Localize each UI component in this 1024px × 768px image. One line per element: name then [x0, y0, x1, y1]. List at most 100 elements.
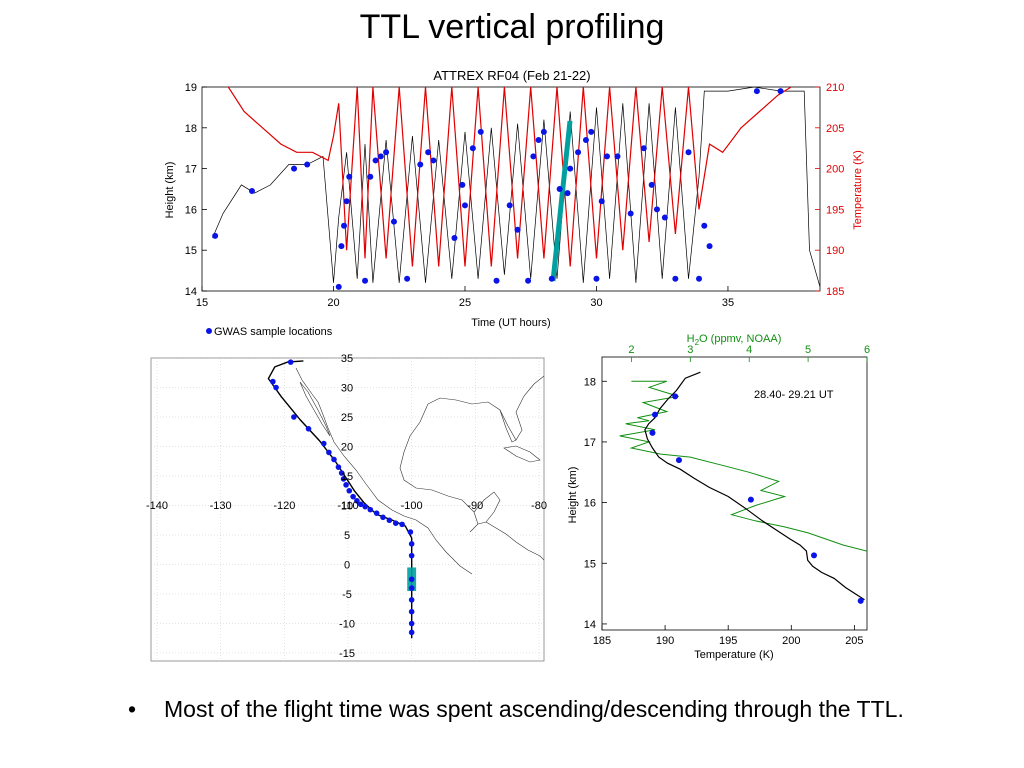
y2-tick-label: 195 [826, 204, 844, 216]
profile-plot-frame [601, 356, 868, 631]
sample-point [575, 149, 582, 156]
sample-point [661, 214, 668, 221]
sample-point [653, 206, 660, 213]
bullet-text: Most of the flight time was spent ascend… [164, 696, 904, 722]
longitude-label: -120 [273, 500, 295, 512]
sample-point [593, 275, 600, 282]
sample-point [548, 275, 555, 282]
sample-point [672, 275, 679, 282]
top-y-ticks: 14 15 16 17 18 19 [185, 82, 207, 298]
map-sample-point [346, 487, 353, 494]
profile-x2-tick-label: 4 [746, 344, 752, 356]
sample-point [603, 153, 610, 160]
profile-x-tick-label: 195 [719, 635, 737, 647]
map-sample-point [392, 520, 399, 526]
sample-point [506, 202, 513, 209]
profile-x2-tick-label: 3 [687, 344, 693, 356]
profile-sample-point [649, 429, 656, 436]
time-series-chart: ATTREX RF04 (Feb 21-22) 15 20 25 30 35 14151… [164, 68, 864, 338]
map-sample-point [338, 470, 345, 476]
profile-x2-tick-label: 6 [864, 344, 870, 356]
sample-point [648, 181, 655, 188]
latitude-label: 5 [344, 530, 350, 542]
map-sample-point [399, 521, 405, 528]
top-sample-points [212, 88, 784, 290]
y-tick-label: 16 [185, 204, 197, 216]
map-sample-point [350, 493, 356, 500]
legend-marker [206, 328, 212, 334]
sample-point [404, 275, 411, 282]
bullet-marker: • [128, 696, 137, 722]
sample-point [567, 165, 574, 172]
x2-label-part-b: O (ppmv, NOAA) [699, 333, 781, 345]
map-sample-point [357, 501, 364, 508]
profile-highlight-segment [550, 120, 573, 282]
sample-point [614, 153, 621, 160]
map-sample-point [367, 506, 374, 513]
top-y-axis-label: Height (km) [164, 162, 176, 219]
map-sample-point [354, 497, 360, 504]
sample-point [696, 275, 703, 282]
sample-point [304, 161, 311, 168]
x-tick-label: 25 [459, 297, 471, 309]
y2-tick-label: 185 [826, 286, 844, 298]
flight-track-map: -140 -130 -120 -110 -100 -90 -80 3530252015105… [146, 353, 547, 662]
latitude-label: 30 [341, 383, 353, 395]
coastline-pacific-mexico [295, 367, 473, 575]
map-sample-point [408, 620, 415, 627]
map-sample-point [340, 476, 347, 482]
sample-point [451, 234, 458, 241]
sample-point [477, 128, 484, 135]
profile-sample-point [811, 552, 817, 559]
map-sample-point [291, 414, 297, 420]
profile-y-ticks: 14 15 16 17 18 [584, 376, 607, 631]
map-sample-point [380, 514, 386, 521]
longitude-label: -100 [401, 500, 423, 512]
legend-label: GWAS sample locations [214, 326, 333, 338]
map-sample-point [362, 503, 368, 510]
y-tick-label: 19 [185, 82, 197, 94]
sample-point [346, 173, 353, 180]
top-chart-title: ATTREX RF04 (Feb 21-22) [433, 68, 590, 83]
profile-temperature-line [644, 371, 865, 601]
profile-sample-point [747, 496, 754, 503]
top-y2-ticks: 185 190 195 200 205 210 [815, 82, 844, 298]
map-x-tick-labels: -140 -130 -120 -110 -100 -90 -80 [146, 500, 547, 512]
profile-x-tick-label: 190 [656, 635, 674, 647]
map-sample-point [408, 608, 415, 615]
coastline-gulf-mexico [399, 403, 479, 533]
map-sample-point [273, 384, 279, 391]
sample-point [390, 218, 397, 225]
profile-annotation: 28.40- 29.21 UT [754, 389, 834, 401]
profile-x2-ticks: 2 3 4 5 6 [628, 344, 870, 362]
temperature-series-line [227, 87, 792, 267]
sample-point [514, 226, 521, 233]
map-sample-point [287, 359, 294, 365]
sample-point [377, 153, 384, 160]
height-series-line [212, 87, 820, 287]
sample-point [753, 88, 760, 95]
sample-point [701, 222, 708, 229]
longitude-label: -90 [467, 500, 483, 512]
sample-point [685, 149, 692, 156]
sample-point [343, 198, 350, 205]
map-sample-point [408, 597, 415, 603]
profile-x-tick-label: 200 [782, 635, 800, 647]
x2-label-part-a: H [687, 333, 695, 345]
latitude-label: 10 [341, 501, 353, 513]
x-tick-label: 20 [327, 297, 339, 309]
sample-point [291, 165, 298, 172]
latitude-label: 15 [341, 471, 353, 483]
sample-point [525, 277, 532, 284]
top-plot-frame [201, 86, 821, 292]
profile-sample-points [649, 393, 864, 604]
coastline-us-south [427, 375, 544, 441]
latitude-label: 25 [341, 412, 353, 424]
coastline-florida [499, 409, 517, 443]
latitude-label: -10 [339, 619, 355, 631]
sample-point [582, 137, 589, 144]
map-sample-point [270, 378, 276, 385]
sample-point [341, 222, 348, 229]
top-x-axis-label: Time (UT hours) [471, 317, 550, 329]
